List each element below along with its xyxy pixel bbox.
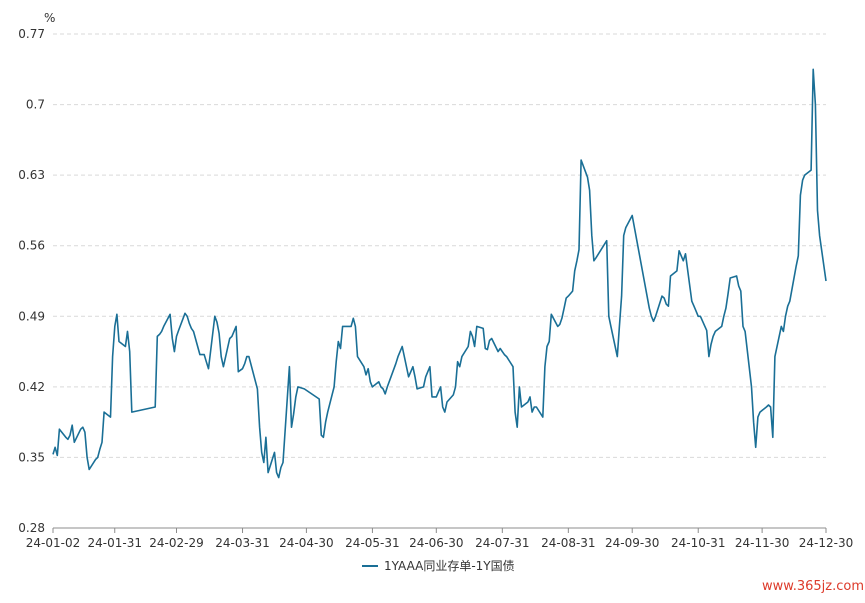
y-tick-label: 0.63 — [18, 168, 45, 182]
x-tick-label: 24-04-30 — [279, 536, 333, 550]
x-tick-label: 24-01-31 — [88, 536, 142, 550]
x-tick-label: 24-02-29 — [149, 536, 203, 550]
x-tick-label: 24-06-30 — [409, 536, 463, 550]
y-tick-label: 0.49 — [18, 309, 45, 323]
x-tick-label: 24-07-31 — [475, 536, 529, 550]
y-tick-label: 0.77 — [18, 27, 45, 41]
watermark: www.365jz.com — [762, 579, 864, 594]
legend-label: 1YAAA同业存单-1Y国债 — [384, 559, 515, 573]
x-tick-label: 24-12-30 — [799, 536, 853, 550]
y-axis-ticks: 0.28 0.35 0.42 0.49 0.56 0.63 0.7 0.77 — [18, 27, 45, 535]
series-layer — [52, 68, 827, 479]
legend: 1YAAA同业存单-1Y国债 — [362, 559, 515, 573]
x-tick-label: 24-09-30 — [605, 536, 659, 550]
gridlines — [53, 33, 826, 458]
y-tick-label: 0.56 — [18, 239, 45, 253]
y-tick-label: 0.28 — [18, 521, 45, 535]
y-tick-label: 0.7 — [26, 98, 45, 112]
series-line — [52, 68, 827, 479]
y-axis-unit: % — [44, 11, 55, 25]
x-tick-label: 24-01-02 — [26, 536, 80, 550]
x-tick-label: 24-08-31 — [541, 536, 595, 550]
y-tick-label: 0.35 — [18, 450, 45, 464]
x-tick-label: 24-03-31 — [215, 536, 269, 550]
y-tick-label: 0.42 — [18, 380, 45, 394]
x-tick-label: 24-10-31 — [671, 536, 725, 550]
x-tick-label: 24-11-30 — [735, 536, 789, 550]
x-axis: 24-01-02 24-01-31 24-02-29 24-03-31 24-04-30… — [26, 527, 853, 550]
x-tick-label: 24-05-31 — [345, 536, 399, 550]
